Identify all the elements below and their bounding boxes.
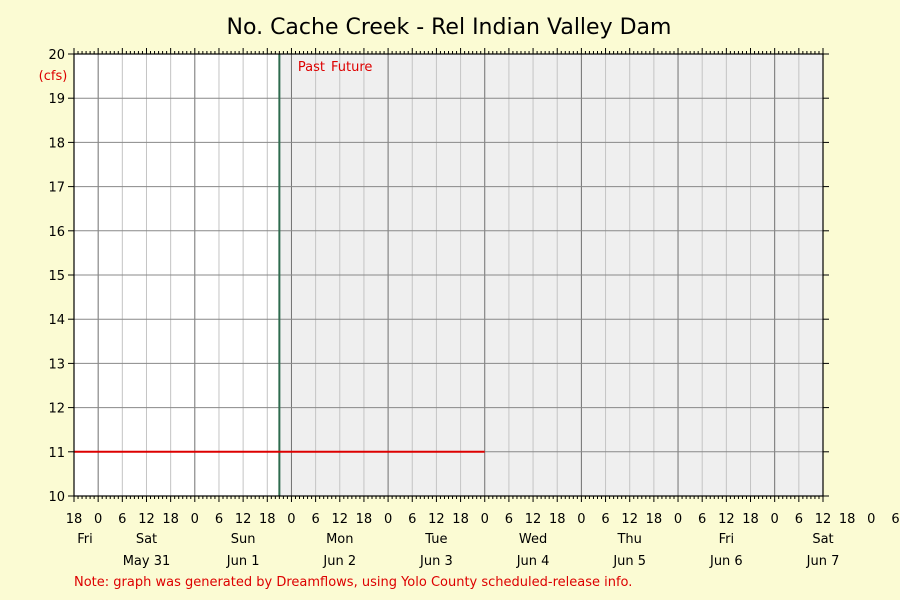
x-tick-label: 12 bbox=[621, 512, 638, 527]
x-tick-label: 18 bbox=[742, 512, 759, 527]
x-tick-label: 18 bbox=[162, 512, 179, 527]
x-tick-label: 12 bbox=[815, 512, 832, 527]
x-tick-label: 6 bbox=[891, 512, 899, 527]
x-tick-label: 6 bbox=[698, 512, 706, 527]
x-tick-label: 0 bbox=[577, 512, 585, 527]
y-tick-label: 10 bbox=[48, 490, 65, 505]
x-tick-label: 0 bbox=[867, 512, 875, 527]
y-tick-label: 13 bbox=[48, 357, 65, 372]
x-weekday-label: Sat bbox=[136, 532, 157, 547]
x-date-label: Jun 1 bbox=[226, 554, 260, 569]
x-tick-label: 12 bbox=[332, 512, 349, 527]
x-tick-label: 0 bbox=[771, 512, 779, 527]
y-tick-label: 19 bbox=[48, 92, 65, 107]
x-tick-label: 6 bbox=[601, 512, 609, 527]
y-axis-unit-label: (cfs) bbox=[39, 69, 68, 84]
x-weekday-label: Thu bbox=[616, 532, 641, 547]
chart-title: No. Cache Creek - Rel Indian Valley Dam bbox=[227, 15, 672, 40]
x-weekday-label: Mon bbox=[326, 532, 353, 547]
x-tick-label: 6 bbox=[118, 512, 126, 527]
x-tick-label: 6 bbox=[311, 512, 319, 527]
x-tick-label: 0 bbox=[674, 512, 682, 527]
y-tick-label: 17 bbox=[48, 181, 65, 196]
x-tick-label: 18 bbox=[646, 512, 663, 527]
x-tick-label: 6 bbox=[795, 512, 803, 527]
x-tick-label: 12 bbox=[718, 512, 735, 527]
footnote: Note: graph was generated by Dreamflows,… bbox=[74, 575, 632, 590]
y-tick-label: 11 bbox=[48, 446, 65, 461]
x-tick-label: 18 bbox=[839, 512, 856, 527]
plot-area: 10 11 12 13 14 15 16 17 18 19 20 18 0 6 12 18 0 6 12 18 0 6 12… bbox=[48, 48, 900, 569]
x-tick-label: 0 bbox=[384, 512, 392, 527]
x-tick-label: 12 bbox=[525, 512, 542, 527]
x-tick-label: 18 bbox=[66, 512, 83, 527]
x-tick-label: 18 bbox=[356, 512, 373, 527]
x-date-label: Jun 7 bbox=[806, 554, 840, 569]
x-date-label: Jun 6 bbox=[709, 554, 743, 569]
x-tick-label: 6 bbox=[505, 512, 513, 527]
plot-frame bbox=[73, 53, 824, 497]
x-tick-label: 0 bbox=[94, 512, 102, 527]
x-tick-label: 12 bbox=[235, 512, 252, 527]
y-tick-label: 16 bbox=[48, 225, 65, 240]
y-tick-label: 15 bbox=[48, 269, 65, 284]
x-tick-label: 6 bbox=[215, 512, 223, 527]
y-tick-label: 14 bbox=[48, 313, 65, 328]
x-date-label: Jun 4 bbox=[516, 554, 550, 569]
x-tick-label: 18 bbox=[452, 512, 469, 527]
x-weekday-label: Sun bbox=[231, 532, 256, 547]
x-date-label: Jun 2 bbox=[322, 554, 356, 569]
x-tick-label: 18 bbox=[259, 512, 276, 527]
x-tick-label: 0 bbox=[287, 512, 295, 527]
x-date-label: Jun 3 bbox=[419, 554, 453, 569]
x-weekday-label: Wed bbox=[519, 532, 547, 547]
x-tick-label: 12 bbox=[138, 512, 155, 527]
future-label: Future bbox=[331, 60, 372, 75]
x-tick-label: 0 bbox=[481, 512, 489, 527]
x-date-label: May 31 bbox=[123, 554, 171, 569]
x-weekday-label: Sat bbox=[812, 532, 833, 547]
x-weekday-label: Fri bbox=[719, 532, 735, 547]
x-weekday-label: Fri bbox=[77, 532, 93, 547]
past-label: Past bbox=[298, 60, 325, 75]
x-weekday-label: Tue bbox=[424, 532, 447, 547]
x-tick-label: 6 bbox=[408, 512, 416, 527]
x-tick-label: 18 bbox=[549, 512, 566, 527]
x-date-label: Jun 5 bbox=[612, 554, 646, 569]
x-tick-label: 0 bbox=[191, 512, 199, 527]
y-tick-label: 20 bbox=[48, 48, 65, 63]
y-tick-label: 12 bbox=[48, 402, 65, 417]
x-tick-label: 12 bbox=[428, 512, 445, 527]
y-tick-label: 18 bbox=[48, 136, 65, 151]
